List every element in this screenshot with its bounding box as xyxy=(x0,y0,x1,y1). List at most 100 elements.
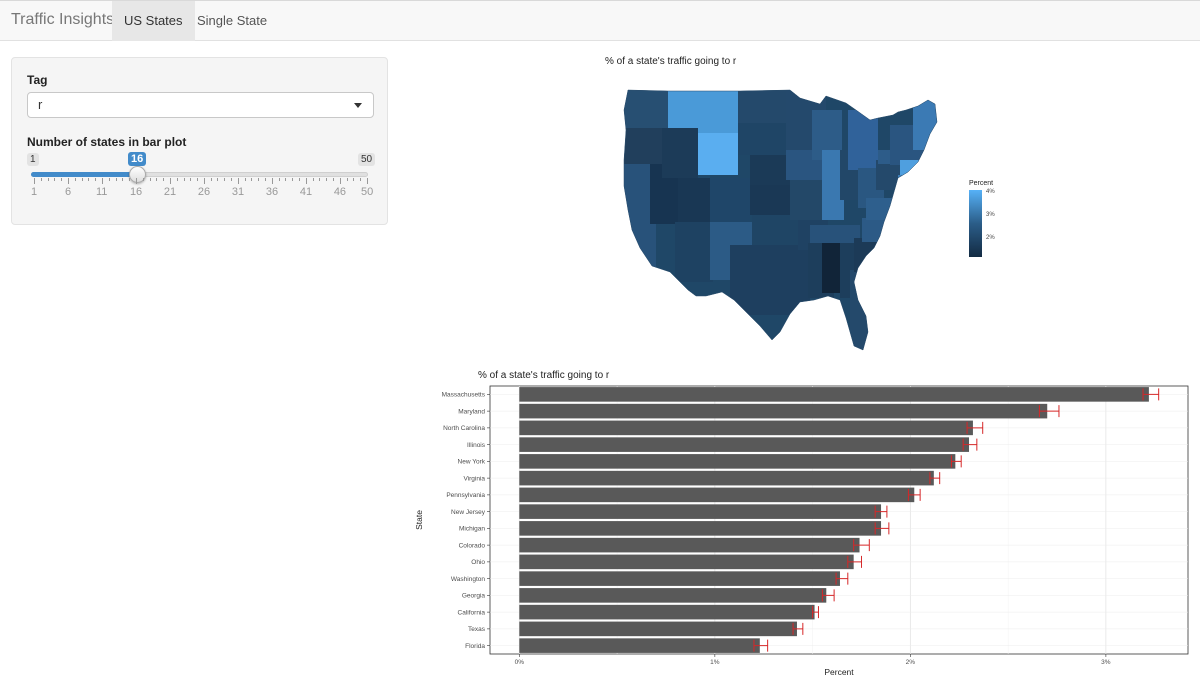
map-legend-label-mid: 3% xyxy=(986,212,995,218)
slider-label: Number of states in bar plot xyxy=(27,135,187,149)
bar xyxy=(519,554,854,570)
y-tick-label: Massachusetts xyxy=(442,392,486,399)
slider-tick xyxy=(190,178,192,181)
y-tick-label: Illinois xyxy=(467,442,486,449)
slider-tick xyxy=(47,178,49,181)
y-axis-title: State xyxy=(414,510,424,530)
us-choropleth-map xyxy=(623,89,938,351)
bar xyxy=(519,470,934,486)
caret-down-icon xyxy=(354,103,362,108)
y-tick-label: California xyxy=(458,609,486,616)
y-tick-label: Michigan xyxy=(459,526,485,533)
slider-tick xyxy=(251,178,253,181)
bar xyxy=(519,638,760,653)
slider-tick xyxy=(244,178,246,181)
slider-tick xyxy=(312,178,314,181)
slider-tick xyxy=(292,178,294,181)
slider-tick xyxy=(156,178,158,181)
slider-tick xyxy=(360,178,362,181)
slider-tick xyxy=(265,178,267,181)
slider-tick xyxy=(353,178,355,181)
bar xyxy=(519,504,882,519)
slider-tick xyxy=(231,178,233,181)
bar xyxy=(519,420,973,436)
y-tick-label: Texas xyxy=(468,626,486,633)
slider-tick xyxy=(237,178,239,184)
slider-tick xyxy=(271,178,273,184)
tab-us-states[interactable]: US States xyxy=(112,1,195,41)
slider-tick xyxy=(224,178,226,181)
y-tick-label: Ohio xyxy=(471,559,485,566)
slider-tick xyxy=(333,178,335,181)
slider-tick xyxy=(129,178,131,181)
y-tick-label: New York xyxy=(458,459,486,466)
slider-tick xyxy=(258,178,260,181)
slider-tick xyxy=(135,178,137,184)
map-legend-colorbar xyxy=(969,190,982,257)
tag-select-value: r xyxy=(38,97,43,112)
x-tick-label: 1% xyxy=(710,659,720,666)
y-tick-label: North Carolina xyxy=(443,425,485,432)
slider-tick xyxy=(217,178,219,181)
y-tick-label: Virginia xyxy=(463,475,485,482)
slider-tick xyxy=(67,178,69,184)
slider-tick xyxy=(108,178,110,181)
x-tick-label: 3% xyxy=(1101,659,1111,666)
slider-tick-label: 21 xyxy=(163,186,177,198)
slider-tick xyxy=(299,178,301,181)
slider-tick xyxy=(326,178,328,181)
slider-tick xyxy=(203,178,205,184)
x-axis-title: Percent xyxy=(824,667,854,677)
y-tick-label: Florida xyxy=(465,643,485,650)
slider-tick xyxy=(346,178,348,181)
tag-label: Tag xyxy=(27,73,48,87)
slider-tick-label: 41 xyxy=(299,186,313,198)
slider-handle[interactable] xyxy=(129,166,146,183)
y-tick-label: Maryland xyxy=(458,408,485,415)
slider-value-label: 16 xyxy=(128,152,147,166)
slider-tick xyxy=(101,178,103,184)
slider-tick-label: 26 xyxy=(197,186,211,198)
slider-tick xyxy=(88,178,90,181)
slider-tick xyxy=(339,178,341,184)
slider-tick xyxy=(367,178,368,184)
bar xyxy=(519,487,915,503)
slider-tick xyxy=(319,178,321,181)
slider-tick-label: 16 xyxy=(129,186,143,198)
slider-tick xyxy=(176,178,178,181)
map-legend-label-high: 4% xyxy=(986,189,995,195)
slider-tick xyxy=(115,178,117,181)
bar xyxy=(519,403,1048,419)
y-tick-label: New Jersey xyxy=(451,509,486,516)
bar xyxy=(519,521,882,536)
slider-tick-label: 31 xyxy=(231,186,245,198)
bar-chart: Massachusetts Maryland North Carolina Illin… xyxy=(414,385,1189,677)
bar-chart-title: % of a state's traffic going to r xyxy=(478,370,610,381)
sidebar-panel: Tag r Number of states in bar plot 1 16 … xyxy=(11,57,388,225)
bar xyxy=(519,571,840,586)
tag-select[interactable]: r xyxy=(27,92,374,118)
bar xyxy=(519,454,956,469)
x-tick-label: 2% xyxy=(906,659,916,666)
slider-tick xyxy=(74,178,76,181)
slider-tick xyxy=(142,178,144,181)
slider-tick-label: 46 xyxy=(333,186,347,198)
bar xyxy=(519,604,815,620)
slider-tick-label: 1 xyxy=(31,186,38,198)
x-tick-label: 0% xyxy=(515,659,525,666)
slider-tick xyxy=(285,178,287,181)
y-tick-label: Georgia xyxy=(462,593,486,600)
bar xyxy=(519,621,797,637)
slider-max-label: 50 xyxy=(358,153,376,166)
tab-single-state[interactable]: Single State xyxy=(197,13,268,28)
slider-tick-label: 6 xyxy=(64,186,72,198)
bar xyxy=(519,537,860,553)
slider-tick xyxy=(163,178,165,181)
bar xyxy=(519,437,970,452)
slider-tick xyxy=(81,178,83,181)
slider-tick xyxy=(169,178,171,184)
slider-tick xyxy=(61,178,63,181)
slider-tick xyxy=(305,178,307,184)
slider-tick xyxy=(122,178,124,181)
slider-tick xyxy=(34,178,35,184)
